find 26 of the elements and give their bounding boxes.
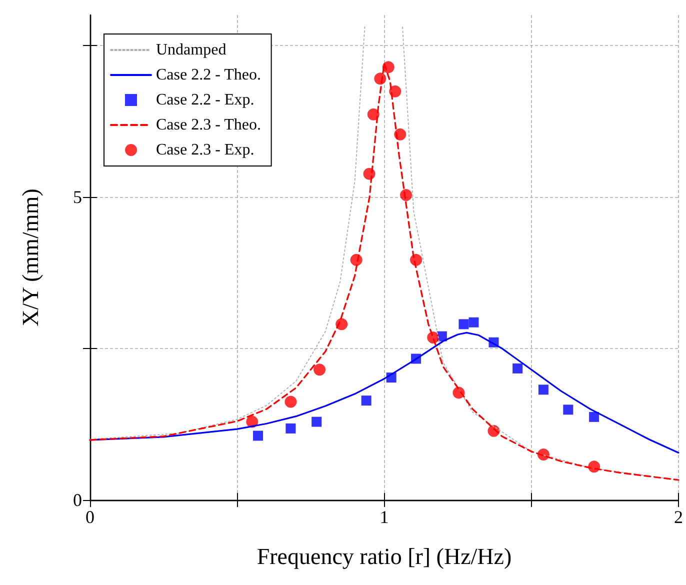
- x-tick-label: 0: [86, 507, 94, 527]
- legend-label: Case 2.2 - Theo.: [156, 66, 262, 84]
- point: [312, 416, 322, 427]
- point: [361, 396, 372, 406]
- legend-label: Undamped: [156, 42, 226, 58]
- x-axis-title: Frequency ratio [r] (Hz/Hz): [256, 544, 512, 569]
- legend-label: Case 2.3 - Theo.: [156, 116, 262, 134]
- point: [286, 423, 296, 434]
- point: [512, 363, 523, 374]
- y-tick-label: 5: [73, 186, 82, 207]
- point: [314, 364, 326, 376]
- point: [468, 317, 479, 328]
- legend-label: Case 2.2 - Exp.: [156, 92, 254, 108]
- point: [458, 319, 469, 330]
- point: [253, 430, 264, 441]
- point: [389, 85, 402, 98]
- point: [589, 412, 600, 422]
- point: [563, 404, 574, 415]
- point: [284, 396, 297, 408]
- legend-label: Case 2.3 - Exp.: [156, 142, 254, 158]
- point: [538, 384, 548, 395]
- y-axis-title: X/Y (mm/mm): [18, 188, 43, 326]
- point: [367, 108, 380, 120]
- x-tick-label: 1: [380, 507, 389, 527]
- point: [400, 189, 412, 202]
- x-tick-label: 2: [674, 507, 683, 527]
